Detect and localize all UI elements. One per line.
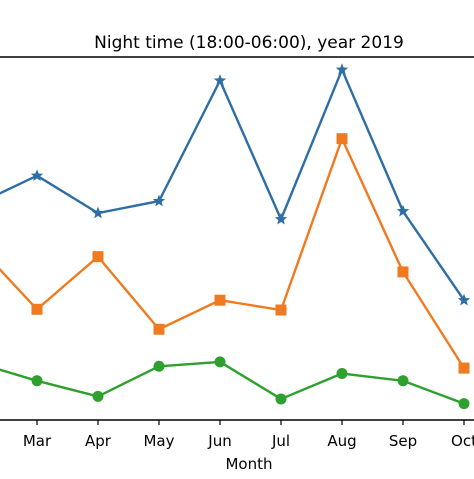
series-3 [0,356,470,410]
series-2-line [0,137,466,369]
series-3-point [275,393,287,405]
x-tick-label: Aug [327,432,356,450]
series-layer [0,63,471,410]
series-2-point [397,266,409,278]
series-1 [0,63,471,306]
series-1-point [335,63,349,75]
series-1-point [457,293,471,306]
x-tick-label: Jul [271,432,290,450]
x-tick-label: Apr [85,432,112,450]
series-3-point [458,398,470,410]
x-tick-label: Oct [451,432,474,450]
x-tick-label: Mar [23,432,52,450]
series-3-point [92,390,104,402]
chart-title: Night time (18:00-06:00), year 2019 [94,33,404,53]
series-2-point [214,294,226,306]
series-2-point [458,362,470,374]
x-ticks: Mar Apr May Jun Jul Aug Sep Oct [23,420,474,450]
series-3-point [397,375,409,387]
series-1-point [30,169,44,181]
series-2-point [336,133,348,145]
x-tick-label: Jun [207,432,231,450]
series-1-point [274,212,288,225]
series-3-line [0,360,465,405]
series-3-point [31,375,43,387]
x-axis-label: Month [225,455,272,473]
series-1-point [213,74,227,86]
series-1-point [152,194,166,207]
x-tick-label: May [143,432,174,450]
series-3-point [214,356,226,368]
series-2-point [92,251,104,263]
series-1-point [91,206,105,219]
series-2-point [275,304,287,316]
series-1-line [0,68,465,301]
series-3-point [153,360,165,372]
series-2 [0,133,470,374]
series-2-point [153,323,165,335]
series-2-point [31,303,43,315]
series-1-point [396,204,410,217]
x-tick-label: Sep [389,432,417,450]
series-3-point [336,368,348,380]
